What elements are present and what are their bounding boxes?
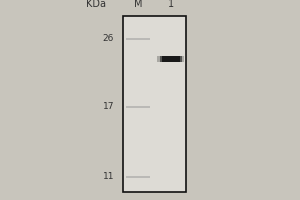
Bar <box>158 56 184 62</box>
Text: M: M <box>134 0 142 9</box>
Text: 26: 26 <box>103 34 114 43</box>
Bar <box>160 56 182 62</box>
Bar <box>126 106 150 108</box>
Bar <box>126 38 150 40</box>
Text: 11: 11 <box>103 172 114 181</box>
Bar <box>162 56 180 62</box>
Bar <box>126 176 150 178</box>
Text: 17: 17 <box>103 102 114 111</box>
Text: KDa: KDa <box>86 0 106 9</box>
Text: 1: 1 <box>168 0 174 9</box>
Bar <box>123 16 186 192</box>
